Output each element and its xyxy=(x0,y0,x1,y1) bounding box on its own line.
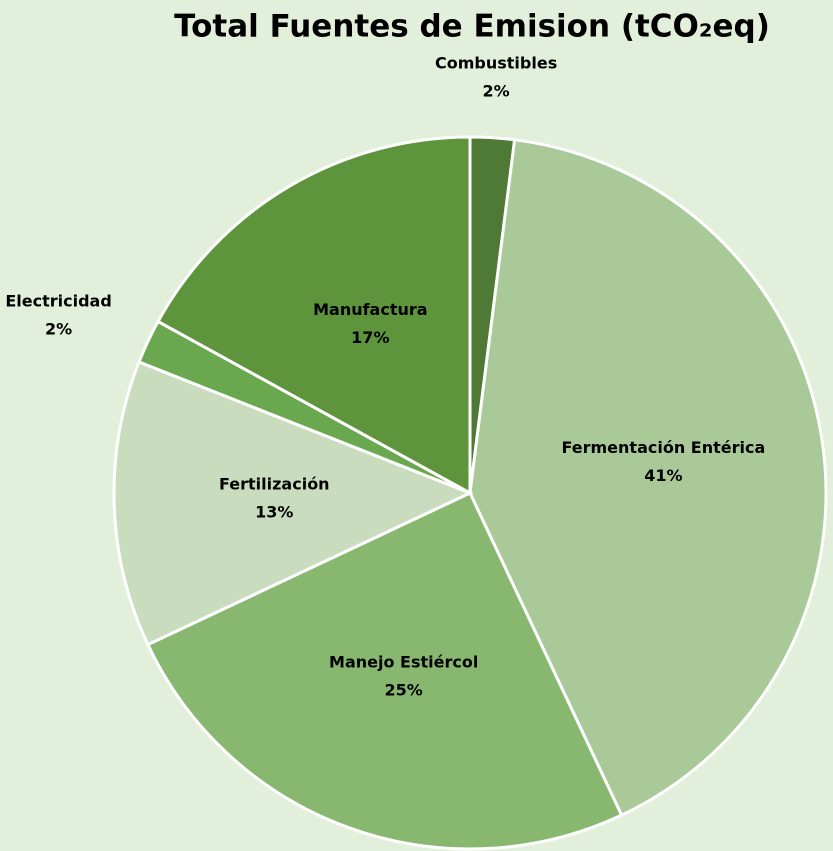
slice-label: Electricidad xyxy=(5,291,111,310)
pie-slice xyxy=(112,360,474,647)
slice-value-label: 2% xyxy=(45,319,72,338)
slice-label: Fertilización xyxy=(219,475,330,494)
slice-label: Combustibles xyxy=(435,53,557,72)
pie-slice xyxy=(468,138,828,818)
slice-value-label: 13% xyxy=(255,503,293,522)
pie-slice xyxy=(155,135,472,496)
slice-value-label: 2% xyxy=(483,81,510,100)
slice-label: Manejo Estiércol xyxy=(329,653,478,672)
slice-value-label: 17% xyxy=(351,328,389,347)
chart-title: Total Fuentes de Emision (tCO₂eq) xyxy=(174,9,770,45)
slice-value-label: 25% xyxy=(385,681,423,700)
slice-value-label: 41% xyxy=(644,466,682,485)
pie-slice xyxy=(145,491,624,851)
slice-label: Manufactura xyxy=(313,300,427,319)
slice-label: Fermentación Entérica xyxy=(561,438,765,457)
